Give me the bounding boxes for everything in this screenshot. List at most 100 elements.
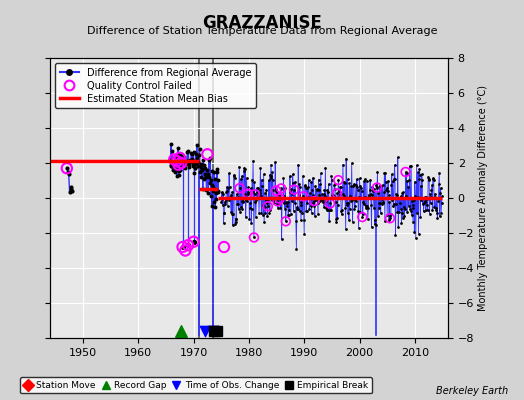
- Point: [291, 179, 299, 185]
- Point: [373, 184, 381, 191]
- Point: [430, 204, 439, 210]
- Point: [352, 182, 360, 188]
- Point: [417, 197, 425, 204]
- Point: [423, 207, 432, 213]
- Point: [235, 164, 244, 170]
- Point: [305, 196, 314, 202]
- Point: [267, 162, 275, 168]
- Point: [258, 183, 267, 189]
- Point: [272, 201, 281, 207]
- Point: [170, 162, 179, 169]
- Point: [316, 170, 325, 176]
- Point: [314, 211, 322, 217]
- Point: [385, 199, 394, 205]
- Point: [338, 206, 346, 213]
- Point: [225, 184, 234, 190]
- Point: [367, 202, 375, 209]
- Legend: Station Move, Record Gap, Time of Obs. Change, Empirical Break: Station Move, Record Gap, Time of Obs. C…: [20, 377, 372, 394]
- Point: [243, 189, 252, 195]
- Point: [201, 173, 210, 180]
- Point: [287, 186, 296, 193]
- Point: [240, 164, 248, 171]
- Point: [209, 328, 217, 334]
- Point: [288, 197, 296, 204]
- Point: [250, 234, 258, 241]
- Point: [255, 190, 264, 196]
- Point: [259, 171, 268, 177]
- Point: [388, 171, 396, 178]
- Point: [362, 203, 370, 209]
- Point: [344, 210, 352, 216]
- Point: [226, 195, 235, 202]
- Point: [292, 246, 301, 252]
- Point: [208, 202, 216, 209]
- Point: [223, 188, 232, 194]
- Point: [256, 165, 265, 172]
- Point: [400, 213, 408, 220]
- Point: [176, 167, 184, 173]
- Point: [329, 194, 337, 200]
- Point: [315, 181, 324, 187]
- Point: [325, 217, 333, 224]
- Point: [323, 187, 332, 194]
- Point: [282, 198, 290, 205]
- Point: [177, 328, 185, 334]
- Point: [358, 214, 366, 220]
- Point: [297, 217, 305, 224]
- Point: [181, 247, 190, 254]
- Point: [313, 200, 322, 206]
- Point: [375, 204, 384, 211]
- Point: [311, 212, 319, 219]
- Point: [312, 187, 321, 193]
- Point: [166, 162, 174, 169]
- Point: [248, 189, 257, 195]
- Point: [236, 209, 244, 215]
- Point: [377, 183, 385, 190]
- Point: [212, 196, 221, 202]
- Point: [245, 190, 253, 196]
- Point: [366, 191, 375, 197]
- Point: [265, 209, 274, 216]
- Point: [290, 186, 298, 193]
- Point: [387, 182, 396, 188]
- Point: [209, 168, 217, 174]
- Point: [335, 192, 344, 198]
- Point: [407, 163, 416, 170]
- Point: [353, 184, 362, 190]
- Point: [173, 165, 181, 172]
- Point: [380, 218, 389, 225]
- Point: [333, 215, 342, 221]
- Point: [170, 158, 178, 165]
- Point: [428, 207, 436, 214]
- Point: [326, 200, 334, 207]
- Point: [294, 162, 302, 168]
- Point: [241, 166, 249, 172]
- Point: [299, 193, 308, 200]
- Point: [418, 177, 427, 184]
- Point: [237, 198, 246, 204]
- Point: [390, 176, 398, 182]
- Point: [308, 187, 316, 193]
- Point: [211, 204, 220, 210]
- Point: [171, 163, 180, 169]
- Point: [291, 194, 300, 201]
- Point: [402, 170, 411, 176]
- Point: [379, 199, 387, 205]
- Point: [386, 213, 395, 219]
- Point: [327, 173, 335, 179]
- Point: [355, 194, 363, 200]
- Point: [334, 177, 343, 183]
- Text: Berkeley Earth: Berkeley Earth: [436, 386, 508, 396]
- Point: [192, 151, 200, 157]
- Point: [331, 199, 340, 205]
- Point: [67, 184, 75, 190]
- Point: [410, 197, 418, 204]
- Point: [403, 178, 412, 184]
- Point: [233, 201, 242, 208]
- Point: [409, 202, 418, 208]
- Point: [332, 218, 341, 225]
- Point: [407, 208, 415, 214]
- Point: [373, 184, 381, 191]
- Point: [362, 205, 370, 212]
- Point: [405, 202, 413, 209]
